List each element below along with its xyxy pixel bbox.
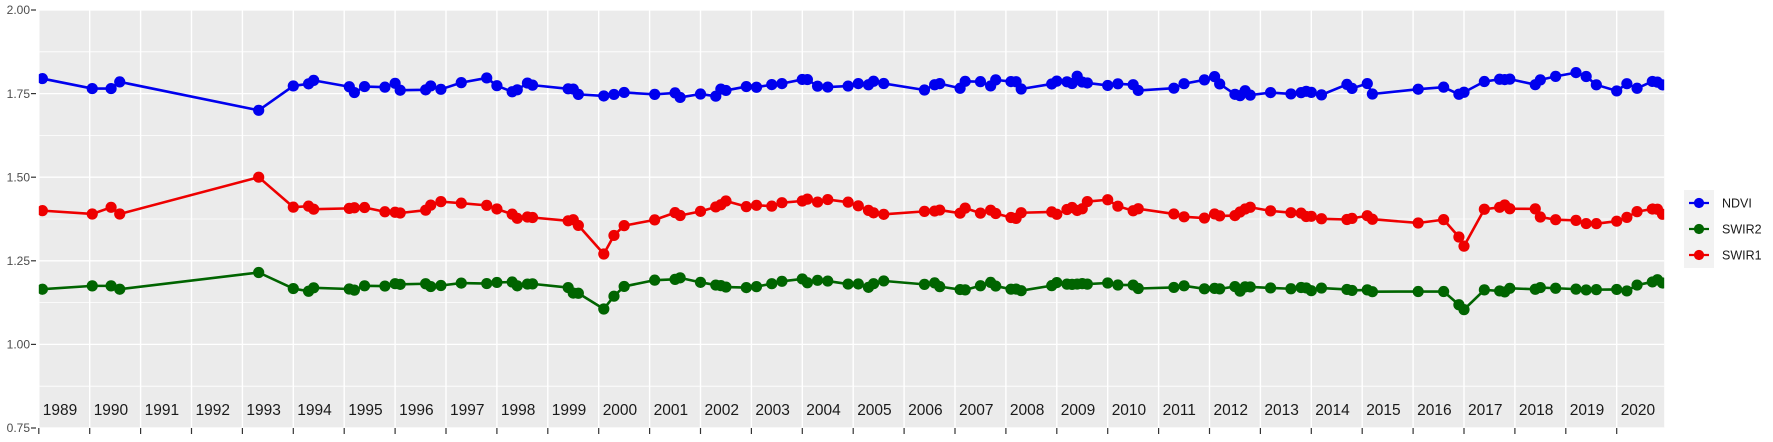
- svg-text:1996: 1996: [399, 402, 433, 419]
- svg-text:NDVI: NDVI: [1722, 196, 1752, 210]
- svg-text:1995: 1995: [348, 402, 382, 419]
- svg-text:1997: 1997: [450, 402, 484, 419]
- svg-text:2012: 2012: [1214, 402, 1248, 419]
- svg-text:2006: 2006: [908, 402, 942, 419]
- svg-text:1.50: 1.50: [7, 170, 31, 184]
- svg-text:SWIR2: SWIR2: [1722, 222, 1762, 236]
- svg-text:2.00: 2.00: [7, 3, 31, 17]
- svg-text:2005: 2005: [857, 402, 891, 419]
- svg-text:2018: 2018: [1519, 402, 1553, 419]
- svg-text:2019: 2019: [1570, 402, 1604, 419]
- svg-text:1.75: 1.75: [7, 87, 31, 101]
- svg-text:SWIR1: SWIR1: [1722, 248, 1762, 262]
- svg-text:2007: 2007: [959, 402, 993, 419]
- svg-text:1998: 1998: [501, 402, 535, 419]
- svg-text:2016: 2016: [1417, 402, 1451, 419]
- svg-text:1993: 1993: [246, 402, 280, 419]
- svg-text:2004: 2004: [806, 402, 841, 419]
- svg-text:2015: 2015: [1366, 402, 1400, 419]
- svg-text:1992: 1992: [196, 402, 230, 419]
- svg-text:2011: 2011: [1163, 402, 1196, 419]
- svg-text:1.00: 1.00: [7, 338, 31, 352]
- svg-text:2002: 2002: [705, 402, 739, 419]
- svg-text:1.25: 1.25: [7, 254, 31, 268]
- svg-text:1994: 1994: [297, 402, 332, 419]
- svg-text:2014: 2014: [1315, 402, 1350, 419]
- svg-text:2013: 2013: [1264, 402, 1298, 419]
- svg-text:1989: 1989: [43, 402, 77, 419]
- svg-text:2020: 2020: [1621, 402, 1656, 419]
- svg-text:1990: 1990: [94, 402, 129, 419]
- svg-text:0.75: 0.75: [7, 421, 31, 435]
- svg-text:2010: 2010: [1112, 402, 1147, 419]
- svg-text:2003: 2003: [755, 402, 789, 419]
- svg-text:2009: 2009: [1061, 402, 1095, 419]
- svg-text:1991: 1991: [145, 402, 179, 419]
- svg-text:1999: 1999: [552, 402, 586, 419]
- svg-text:2017: 2017: [1468, 402, 1502, 419]
- svg-text:2001: 2001: [654, 402, 688, 419]
- svg-text:2008: 2008: [1010, 402, 1044, 419]
- svg-text:2000: 2000: [603, 402, 638, 419]
